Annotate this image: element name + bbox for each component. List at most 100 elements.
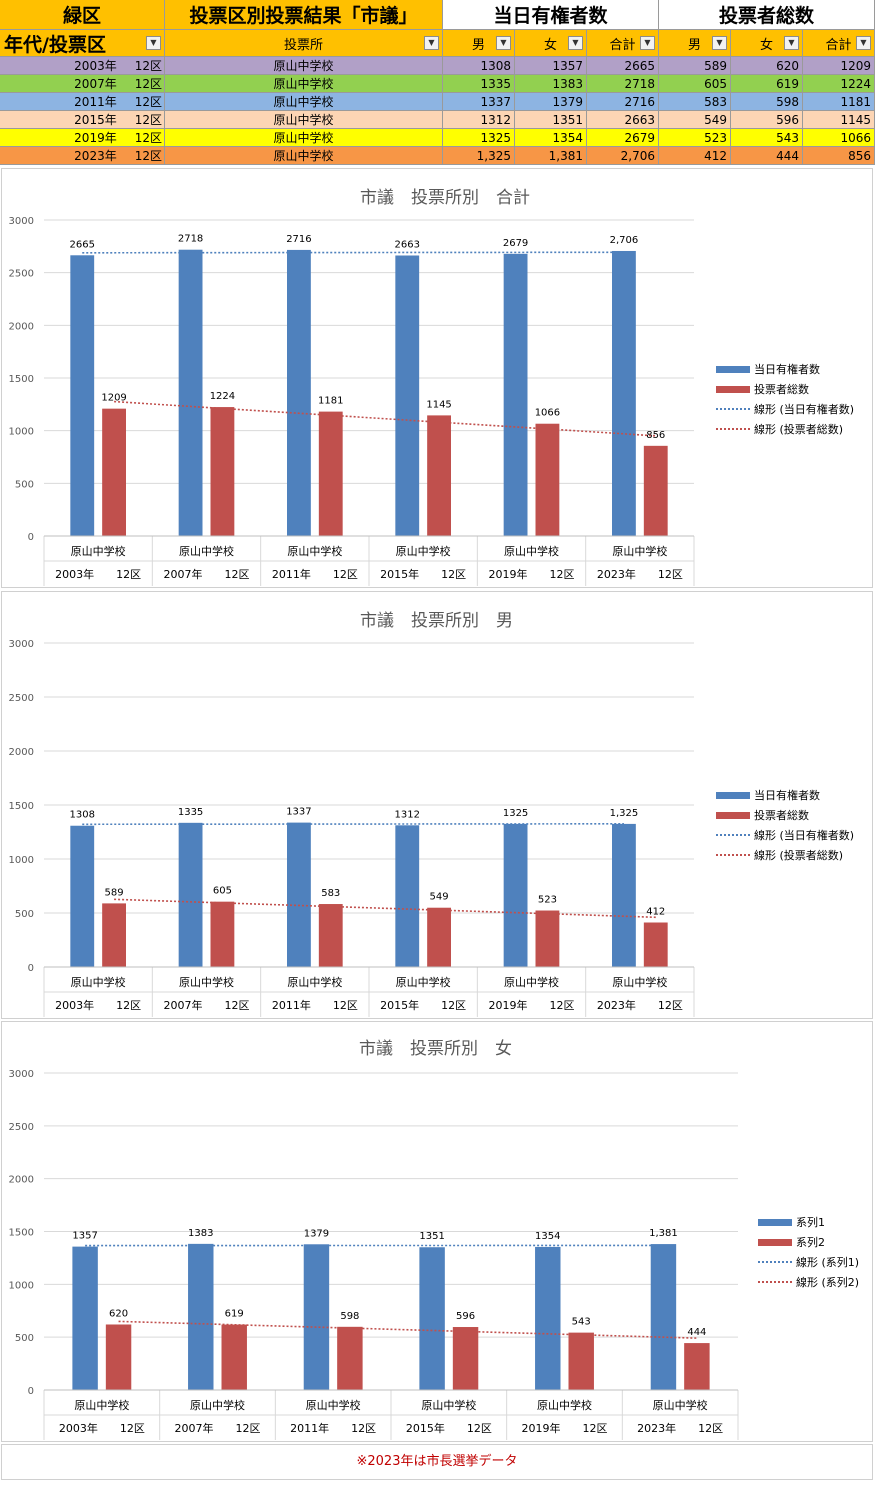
column-header-eligible-total[interactable]: 合計 ▼ [587, 30, 659, 57]
voters-male-cell[interactable]: 605 [659, 75, 731, 93]
bar-series-1[interactable] [419, 1247, 445, 1390]
bar-series-1[interactable] [287, 249, 311, 536]
voters-male-cell[interactable]: 523 [659, 129, 731, 147]
eligible-female-cell[interactable]: 1,381 [515, 147, 587, 165]
period-cell[interactable]: 2019年 12区 [0, 129, 165, 147]
bar-series-2[interactable] [568, 1332, 594, 1390]
voters-total-cell[interactable]: 856 [803, 147, 875, 165]
voters-male-cell[interactable]: 412 [659, 147, 731, 165]
eligible-male-cell[interactable]: 1312 [443, 111, 515, 129]
bar-series-1[interactable] [287, 822, 311, 967]
bar-series-1[interactable] [70, 255, 95, 536]
voters-female-cell[interactable]: 598 [731, 93, 803, 111]
voters-male-cell[interactable]: 583 [659, 93, 731, 111]
place-cell[interactable]: 原山中学校 [165, 93, 443, 111]
eligible-total-cell[interactable]: 2718 [587, 75, 659, 93]
filter-dropdown-icon[interactable]: ▼ [784, 36, 799, 50]
period-cell[interactable]: 2011年 12区 [0, 93, 165, 111]
filter-dropdown-icon[interactable]: ▼ [568, 36, 583, 50]
voters-group-header[interactable]: 投票者総数 [659, 0, 875, 30]
period-cell[interactable]: 2023年 12区 [0, 147, 165, 165]
period-cell[interactable]: 2015年 12区 [0, 111, 165, 129]
eligible-male-cell[interactable]: 1325 [443, 129, 515, 147]
eligible-male-cell[interactable]: 1308 [443, 57, 515, 75]
bar-series-1[interactable] [650, 1244, 677, 1390]
filter-dropdown-icon[interactable]: ▼ [640, 36, 655, 50]
voters-total-cell[interactable]: 1145 [803, 111, 875, 129]
filter-dropdown-icon[interactable]: ▼ [146, 36, 161, 50]
voters-female-cell[interactable]: 619 [731, 75, 803, 93]
bar-series-2[interactable] [210, 407, 235, 536]
filter-active-icon[interactable]: ▼ [424, 36, 439, 50]
voters-male-cell[interactable]: 589 [659, 57, 731, 75]
eligible-total-cell[interactable]: 2665 [587, 57, 659, 75]
filter-dropdown-icon[interactable]: ▼ [712, 36, 727, 50]
bar-series-1[interactable] [535, 1246, 561, 1390]
eligible-total-cell[interactable]: 2663 [587, 111, 659, 129]
eligible-female-cell[interactable]: 1357 [515, 57, 587, 75]
bar-series-2[interactable] [643, 445, 668, 536]
bar-series-2[interactable] [318, 904, 343, 967]
bar-series-2[interactable] [427, 907, 451, 967]
voters-total-cell[interactable]: 1181 [803, 93, 875, 111]
bar-series-1[interactable] [612, 250, 636, 536]
bar-series-2[interactable] [535, 423, 560, 536]
eligible-male-cell[interactable]: 1335 [443, 75, 515, 93]
eligible-female-cell[interactable]: 1383 [515, 75, 587, 93]
column-header-period[interactable]: 年代/投票区 ▼ [0, 30, 165, 57]
eligible-female-cell[interactable]: 1379 [515, 93, 587, 111]
bar-series-2[interactable] [102, 903, 126, 967]
place-cell[interactable]: 原山中学校 [165, 111, 443, 129]
column-header-voters-male[interactable]: 男 ▼ [659, 30, 731, 57]
bar-series-1[interactable] [303, 1244, 330, 1390]
voters-total-cell[interactable]: 1066 [803, 129, 875, 147]
chart-female[interactable]: 市議 投票所別 女 0 500 1000 1500 2000 2500 3000 1357 62… [1, 1021, 873, 1442]
eligible-male-cell[interactable]: 1337 [443, 93, 515, 111]
voters-total-cell[interactable]: 1209 [803, 57, 875, 75]
bar-series-1[interactable] [395, 255, 420, 537]
voters-female-cell[interactable]: 444 [731, 147, 803, 165]
bar-series-1[interactable] [178, 249, 203, 536]
bar-series-2[interactable] [210, 901, 235, 967]
filter-dropdown-icon[interactable]: ▼ [856, 36, 871, 50]
eligible-total-cell[interactable]: 2,706 [587, 147, 659, 165]
bar-series-2[interactable] [684, 1343, 710, 1390]
voters-female-cell[interactable]: 620 [731, 57, 803, 75]
bar-series-1[interactable] [72, 1246, 98, 1390]
period-cell[interactable]: 2003年 12区 [0, 57, 165, 75]
column-header-eligible-male[interactable]: 男 ▼ [443, 30, 515, 57]
bar-series-2[interactable] [535, 910, 560, 967]
bar-series-1[interactable] [612, 823, 636, 967]
eligible-female-cell[interactable]: 1354 [515, 129, 587, 147]
place-cell[interactable]: 原山中学校 [165, 129, 443, 147]
voters-male-cell[interactable]: 549 [659, 111, 731, 129]
bar-series-1[interactable] [503, 823, 528, 967]
eligible-total-cell[interactable]: 2716 [587, 93, 659, 111]
bar-series-2[interactable] [427, 415, 451, 536]
bar-series-1[interactable] [178, 822, 203, 967]
eligible-total-cell[interactable]: 2679 [587, 129, 659, 147]
eligible-male-cell[interactable]: 1,325 [443, 147, 515, 165]
place-cell[interactable]: 原山中学校 [165, 147, 443, 165]
place-cell[interactable]: 原山中学校 [165, 75, 443, 93]
bar-series-2[interactable] [102, 408, 126, 536]
column-header-eligible-female[interactable]: 女 ▼ [515, 30, 587, 57]
place-cell[interactable]: 原山中学校 [165, 57, 443, 75]
column-header-voters-female[interactable]: 女 ▼ [731, 30, 803, 57]
eligible-group-header[interactable]: 当日有権者数 [443, 0, 659, 30]
period-cell[interactable]: 2007年 12区 [0, 75, 165, 93]
voters-female-cell[interactable]: 596 [731, 111, 803, 129]
filter-dropdown-icon[interactable]: ▼ [496, 36, 511, 50]
sheet-title-cell[interactable]: 投票区別投票結果「市議」 [165, 0, 443, 30]
bar-series-1[interactable] [70, 825, 95, 967]
bar-series-1[interactable] [188, 1243, 214, 1390]
column-header-voters-total[interactable]: 合計 ▼ [803, 30, 875, 57]
voters-female-cell[interactable]: 543 [731, 129, 803, 147]
bar-series-2[interactable] [221, 1324, 247, 1390]
bar-series-1[interactable] [395, 825, 420, 967]
bar-series-1[interactable] [503, 253, 528, 536]
bar-series-2[interactable] [105, 1324, 132, 1390]
bar-series-2[interactable] [318, 411, 343, 536]
ward-cell[interactable]: 緑区 [0, 0, 165, 30]
chart-total[interactable]: 市議 投票所別 合計 0 500 1000 1500 2000 2500 3000 2665 1… [1, 168, 873, 588]
